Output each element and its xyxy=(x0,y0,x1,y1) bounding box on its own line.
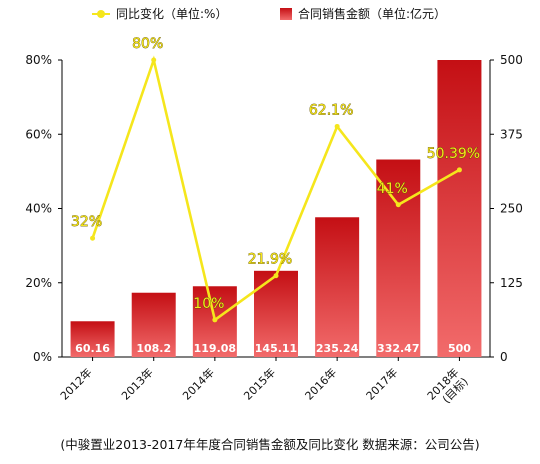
legend-bar-label: 合同销售金额（单位:亿元） xyxy=(298,6,446,21)
line-point xyxy=(90,235,96,241)
x-tick-label: 2012年 xyxy=(57,365,94,402)
right-tick-label: 0 xyxy=(500,350,508,364)
legend-line-label: 同比变化（单位:%） xyxy=(116,6,227,21)
right-tick-label: 375 xyxy=(500,127,523,141)
line-value-label: 32% xyxy=(71,214,102,230)
x-tick-label: 2014年 xyxy=(180,365,217,402)
legend-bar-swatch xyxy=(280,8,292,20)
right-tick-label: 125 xyxy=(500,276,523,290)
bar xyxy=(315,217,360,357)
line-point xyxy=(273,273,279,279)
bar xyxy=(437,60,482,357)
line-point xyxy=(395,202,401,208)
x-tick-label: 2015年 xyxy=(241,365,278,402)
left-tick-label: 20% xyxy=(25,276,52,290)
left-tick-label: 40% xyxy=(25,202,52,216)
line-point xyxy=(334,123,340,129)
chart-caption: (中骏置业2013-2017年年度合同销售金额及同比变化 数据来源：公司公告) xyxy=(60,437,480,452)
bar-value-label: 235.24 xyxy=(316,342,359,355)
line-point xyxy=(456,167,462,173)
bar xyxy=(131,292,176,357)
bar-value-label: 119.08 xyxy=(194,342,236,355)
left-tick-label: 0% xyxy=(33,350,52,364)
line-value-label: 21.9% xyxy=(248,252,292,268)
bar-value-label: 60.16 xyxy=(75,342,110,355)
bar-value-label: 145.11 xyxy=(255,342,297,355)
right-tick-label: 250 xyxy=(500,202,523,216)
right-tick-label: 500 xyxy=(500,53,523,67)
legend-line-marker xyxy=(97,10,105,18)
bar-value-label: 500 xyxy=(448,342,471,355)
left-tick-label: 60% xyxy=(25,127,52,141)
line-value-label: 41% xyxy=(377,181,408,197)
x-tick-label: 2017年 xyxy=(363,365,400,402)
bar xyxy=(376,159,421,357)
line-value-label: 62.1% xyxy=(309,102,353,118)
line-point xyxy=(151,57,157,63)
left-tick-label: 80% xyxy=(25,53,52,67)
line-value-label: 10% xyxy=(193,296,224,312)
line-point xyxy=(212,317,218,323)
x-tick-label: 2013年 xyxy=(118,365,155,402)
x-tick-label: 2016年 xyxy=(302,365,339,402)
bar-value-label: 332.47 xyxy=(377,342,419,355)
line-value-label: 80% xyxy=(132,36,163,52)
x-tick-label: 2018年(目标) xyxy=(424,365,471,412)
bar-value-label: 108.2 xyxy=(136,342,171,355)
bar xyxy=(70,321,115,357)
line-value-label: 50.39% xyxy=(427,146,480,162)
